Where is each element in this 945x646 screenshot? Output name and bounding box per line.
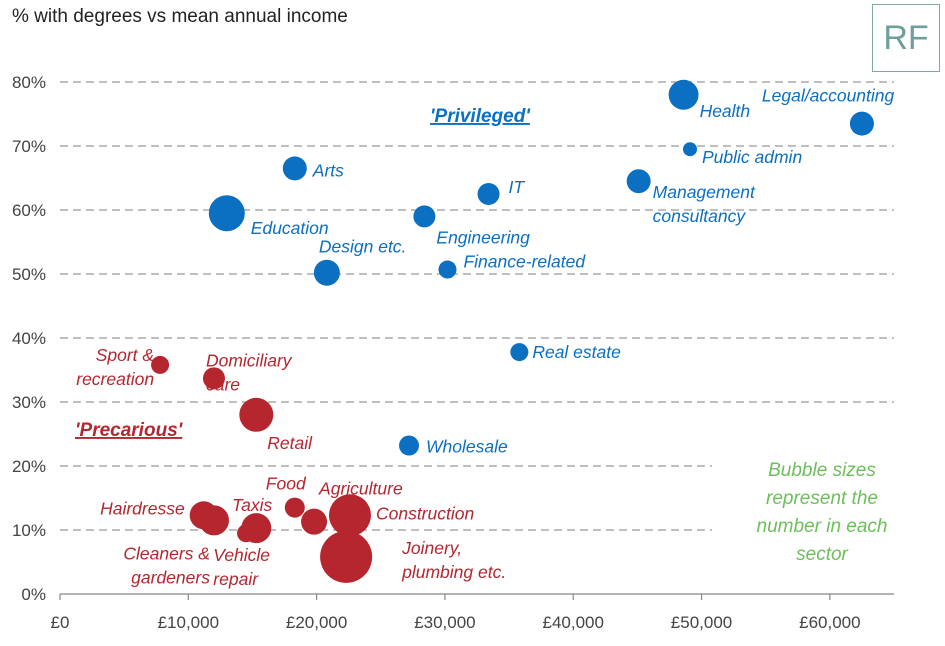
point-label: Retail	[267, 433, 313, 453]
bubble-size-note: number in each	[757, 516, 888, 537]
y-tick-label: 50%	[12, 265, 46, 284]
bubble-size-note: represent the	[766, 488, 878, 509]
rf-logo: RF	[872, 4, 940, 72]
y-tick-label: 20%	[12, 457, 46, 476]
bubble-design-etc-	[313, 259, 340, 286]
bubble-wholesale	[398, 435, 419, 456]
y-tick-label: 60%	[12, 201, 46, 220]
bubble-arts	[282, 156, 307, 181]
point-label: care	[206, 374, 240, 394]
point-label: Design etc.	[319, 237, 407, 257]
bubble-size-note: Bubble sizes	[768, 460, 876, 481]
point-label: Vehicle	[213, 545, 270, 565]
point-label: Health	[700, 101, 751, 121]
y-tick-label: 40%	[12, 329, 46, 348]
bubble-legal-accounting	[849, 111, 874, 136]
group-label-precarious: 'Precarious'	[75, 420, 184, 441]
point-label: Finance-related	[463, 252, 586, 272]
bubble-engineering	[413, 205, 436, 228]
bubble-sport-	[151, 355, 170, 374]
point-label: Wholesale	[426, 437, 508, 457]
point-label: Legal/accounting	[762, 86, 895, 106]
point-label: Arts	[312, 160, 344, 180]
bubble-it	[477, 183, 500, 205]
bubble-education	[208, 195, 245, 232]
bubble-agriculture	[301, 508, 328, 535]
bubble-size-note: sector	[796, 544, 848, 565]
point-label: Hairdresse	[100, 498, 185, 518]
x-tick-label: £50,000	[671, 613, 732, 632]
point-label: Public admin	[702, 147, 802, 167]
bubble-finance-related	[438, 260, 457, 279]
point-label: Management	[653, 182, 756, 202]
y-tick-label: 80%	[12, 73, 46, 92]
point-label: Sport &	[96, 345, 154, 365]
bubble-joinery-	[320, 530, 373, 583]
bubble-health	[668, 79, 699, 110]
bubble-taxis	[237, 524, 256, 543]
bubble-domiciliary	[202, 367, 225, 390]
x-tick-label: £10,000	[158, 613, 219, 632]
point-label: IT	[509, 177, 526, 197]
bubble-hairdresse	[189, 501, 218, 530]
bubble-food	[284, 497, 305, 518]
y-tick-label: 10%	[12, 521, 46, 540]
point-label: Engineering	[436, 227, 530, 247]
bubble-management	[626, 169, 651, 194]
x-tick-label: £0	[51, 613, 70, 632]
point-label: Food	[266, 474, 307, 494]
point-label: Joinery,	[401, 538, 462, 558]
group-label-privileged: 'Privileged'	[430, 106, 531, 127]
y-tick-label: 70%	[12, 137, 46, 156]
point-label: Education	[251, 218, 329, 238]
bubble-real-estate	[510, 343, 529, 362]
y-tick-label: 30%	[12, 393, 46, 412]
bubble-construction	[328, 494, 371, 537]
chart-title: % with degrees vs mean annual income	[12, 6, 348, 27]
point-label: Construction	[376, 503, 474, 523]
bubble-retail	[239, 397, 274, 432]
y-tick-label: 0%	[21, 585, 46, 604]
point-label: gardeners	[131, 567, 210, 587]
point-label: repair	[213, 569, 259, 589]
x-tick-label: £30,000	[414, 613, 475, 632]
x-tick-label: £60,000	[799, 613, 860, 632]
point-label: Agriculture	[318, 479, 403, 499]
point-label: recreation	[76, 369, 154, 389]
point-label: plumbing etc.	[401, 562, 506, 582]
point-label: Real estate	[532, 342, 621, 362]
x-tick-label: £20,000	[286, 613, 347, 632]
point-label: Taxis	[232, 495, 272, 515]
bubble-public-admin	[682, 142, 697, 157]
point-label: consultancy	[653, 206, 747, 226]
x-tick-label: £40,000	[543, 613, 604, 632]
point-label: Domiciliary	[206, 350, 293, 370]
point-label: Cleaners &	[123, 543, 210, 563]
